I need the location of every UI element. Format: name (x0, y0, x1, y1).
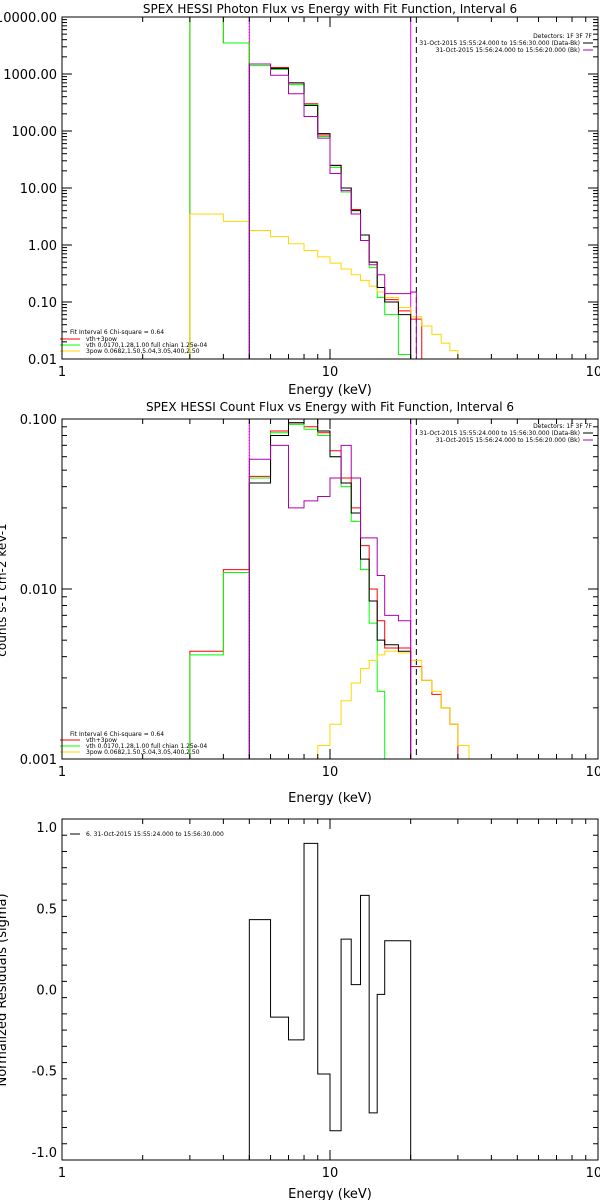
residuals-ytick-label: -1.0 (32, 1146, 57, 1161)
count-series-2-line (317, 650, 470, 759)
residuals-xtick-label: 10 (322, 1166, 339, 1181)
photon-legend-detectors: Detectors: 1F 3F 7F (533, 33, 592, 40)
count-series-group (189, 419, 470, 759)
residuals-series-group (248, 842, 412, 1160)
photon-xtick-label: 10 (322, 365, 339, 380)
count-xtick-label: 10 (322, 765, 339, 780)
residuals-panel: Energy (keV) Normalized Residuals (sigma… (0, 818, 600, 1200)
count-ytick-label: 0.001 (20, 753, 57, 768)
photon-legend-data-interval: 31-Oct-2015 15:55:24.000 to 15:56:30.000… (419, 40, 580, 47)
residuals-legend-label: 6. 31-Oct-2015 15:55:24.000 to 15:56:30.… (86, 831, 224, 838)
count-flux-title: SPEX HESSI Count Flux vs Energy with Fit… (146, 400, 514, 414)
residuals-ytick-label: 0.0 (36, 984, 57, 999)
photon-legend-bk-interval: 31-Oct-2015 15:56:24.000 to 15:56:20.000… (436, 47, 580, 54)
photon-ytick-label: 1000.00 (3, 68, 57, 83)
residuals-ytick-label: -0.5 (32, 1065, 57, 1080)
photon-ytick-label: 0.01 (28, 353, 57, 368)
photon-flux-panel: SPEX HESSI Photon Flux vs Energy with Fi… (0, 2, 600, 398)
residuals-ylabel: Normalized Residuals (sigma) (0, 893, 10, 1086)
count-flux-panel: SPEX HESSI Count Flux vs Energy with Fit… (0, 400, 600, 806)
photon-ytick-label: 100.00 (12, 125, 58, 140)
count-flux-ylabel: counts s-1 cm-2 keV-1 (0, 523, 9, 656)
photon-xtick-label: 100 (586, 365, 600, 380)
count-ytick-label: 0.100 (20, 413, 57, 428)
photon-ytick-label: 10.00 (20, 182, 57, 197)
count-series-4-line (248, 444, 412, 759)
photon-legend-fit-interval: Fit Interval 6 Chi-square = 0.64 (70, 329, 164, 336)
count-legend-3pow: 3pow 0.0682,1.50,5.04,3.05,400,2.50 (86, 749, 200, 756)
photon-ytick-label: 0.10 (28, 296, 57, 311)
count-xtick-label: 1 (58, 765, 66, 780)
count-legend-detectors: Detectors: 1F 3F 7F (533, 423, 592, 430)
photon-flux-xlabel: Energy (keV) (288, 383, 372, 398)
photon-series-2-line (189, 213, 470, 359)
count-legend-fit-interval: Fit Interval 6 Chi-square = 0.64 (70, 731, 164, 738)
count-flux-xlabel: Energy (keV) (288, 791, 372, 806)
residuals-xtick-label: 1 (58, 1166, 66, 1181)
residuals-ytick-label: 1.0 (36, 821, 57, 836)
residuals-xtick-label: 100 (586, 1166, 600, 1181)
photon-ytick-label: 1.00 (28, 239, 57, 254)
count-ytick-label: 0.010 (20, 583, 57, 598)
residuals-series-0-line (248, 842, 412, 1160)
photon-legend-3pow: 3pow 0.0682,1.50,5.04,3.05,400,2.50 (86, 348, 200, 355)
count-legend-bk-interval: 31-Oct-2015 15:56:24.000 to 15:56:20.000… (436, 437, 580, 444)
count-legend-vth: vth 0.0170,1.28,1.00 full chian 1.25e-04 (86, 743, 207, 750)
photon-series-group (189, 17, 470, 359)
residuals-xlabel: Energy (keV) (288, 1187, 372, 1200)
photon-series-1-line (189, 17, 412, 359)
residuals-ytick-label: 0.5 (36, 902, 57, 917)
count-series-3-line (248, 419, 412, 759)
photon-flux-title: SPEX HESSI Photon Flux vs Energy with Fi… (143, 2, 517, 16)
count-xtick-label: 100 (586, 765, 600, 780)
photon-xtick-label: 1 (58, 365, 66, 380)
photon-legend-vth: vth 0.0170,1.28,1.00 full chian 1.25e-04 (86, 342, 207, 349)
photon-ytick-label: 10000.00 (0, 11, 57, 26)
count-legend-data-interval: 31-Oct-2015 15:55:24.000 to 15:56:30.000… (419, 430, 580, 437)
photon-legend-total: vth+3pow (86, 336, 117, 343)
photon-series-4-line (248, 63, 417, 359)
count-legend-total: vth+3pow (86, 737, 117, 744)
